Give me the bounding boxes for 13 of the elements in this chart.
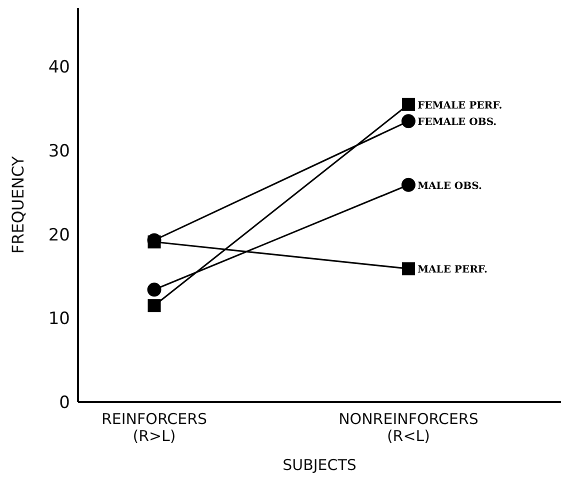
- y-tick-label: 0: [59, 393, 70, 414]
- x-tick-label: NONREINFORCERS (R<L): [338, 410, 478, 445]
- y-tick-label: 20: [48, 225, 70, 246]
- series-label: MALE OBS.: [417, 180, 482, 192]
- x-tick-label: REINFORCERS (R>L): [101, 410, 208, 445]
- y-tick-label: 30: [48, 142, 70, 162]
- y-tick-label: 40: [48, 58, 70, 78]
- series-label: FEMALE PERF.: [417, 100, 502, 112]
- series-label: MALE PERF.: [417, 264, 488, 276]
- x-axis-title: SUBJECTS: [282, 456, 356, 474]
- series-label: FEMALE OBS.: [417, 117, 497, 128]
- y-tick-label: 10: [48, 309, 70, 330]
- y-axis-title: FREQUENCY: [8, 156, 28, 254]
